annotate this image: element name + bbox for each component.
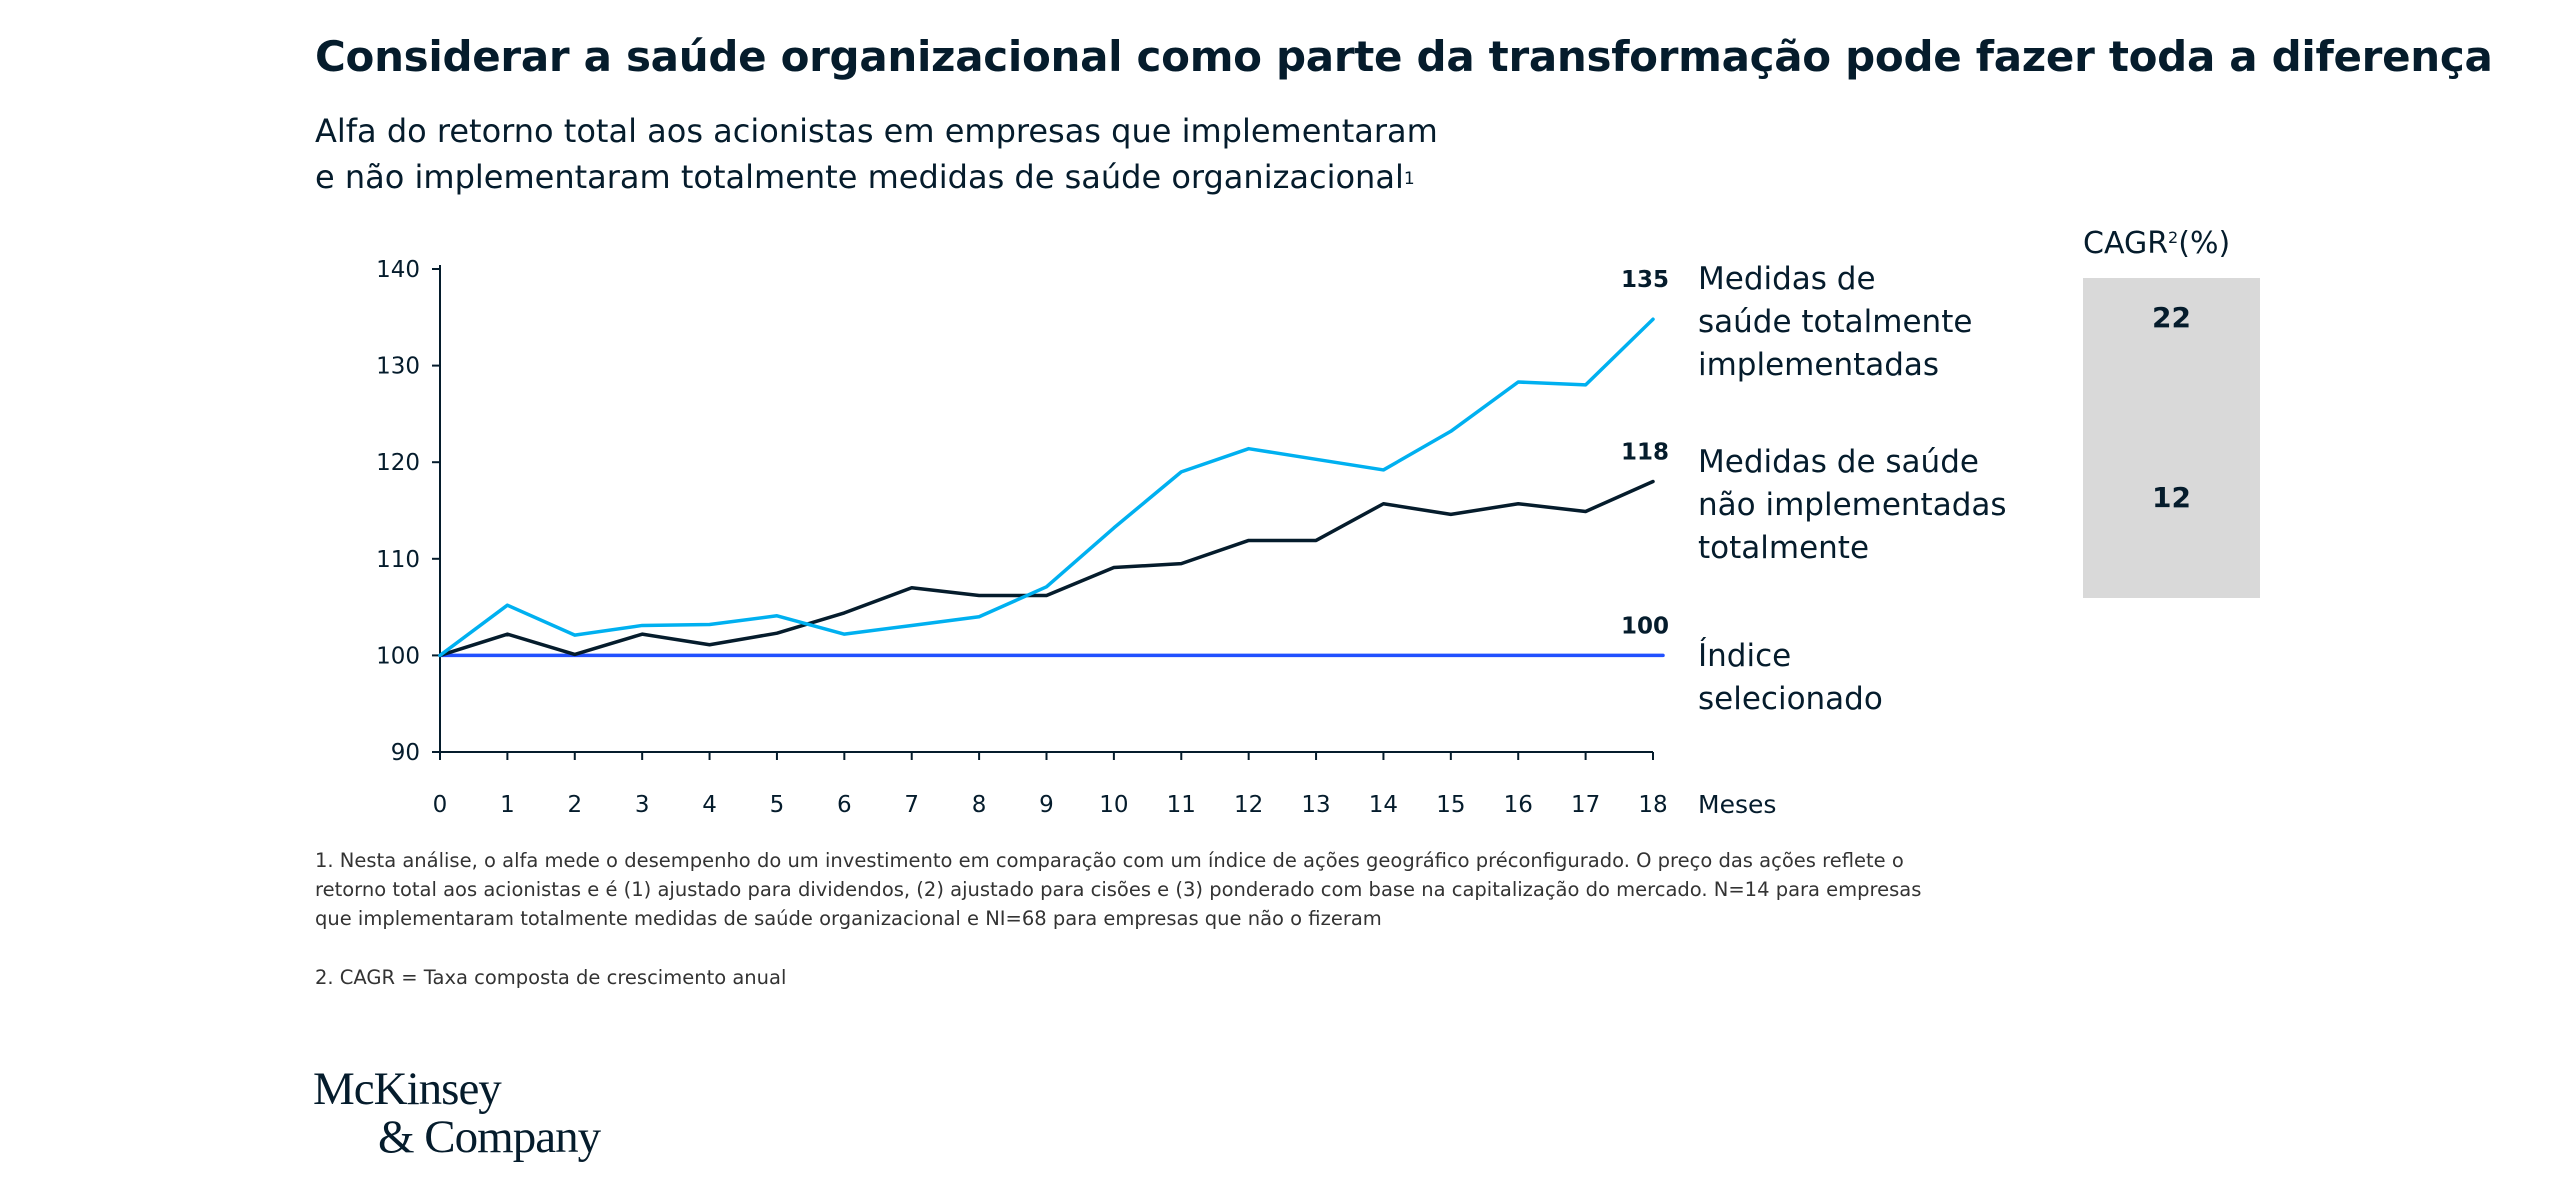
footnote-1: 1. Nesta análise, o alfa mede o desempen… — [315, 846, 1935, 933]
x-tick-label: 5 — [770, 792, 785, 818]
y-tick-label: 120 — [376, 450, 420, 476]
y-tick-label: 110 — [376, 547, 420, 573]
x-tick-label: 16 — [1504, 792, 1533, 818]
y-tick-label: 130 — [376, 354, 420, 380]
logo-line-2: & Company — [378, 1111, 601, 1163]
mckinsey-logo: McKinsey & Company — [313, 1063, 601, 1163]
x-tick-label: 4 — [702, 792, 717, 818]
x-tick-label: 13 — [1301, 792, 1330, 818]
chart-title: Considerar a saúde organizacional como p… — [315, 32, 2493, 81]
legend-partial-line-3: totalmente — [1698, 530, 1870, 566]
cagr-box — [2083, 278, 2260, 598]
cagr-header-text: CAGR — [2083, 226, 2169, 261]
x-tick-label: 0 — [433, 792, 448, 818]
chart-series — [438, 317, 1665, 658]
series-line-0 — [438, 317, 1655, 658]
x-tick-label: 3 — [635, 792, 650, 818]
x-tick-label: 17 — [1571, 792, 1600, 818]
cagr-header: CAGR2(%) — [2083, 226, 2230, 261]
chart-end-labels: 135 118 100 — [1621, 267, 1669, 639]
y-tick-label: 90 — [391, 740, 420, 766]
cagr-value-partial: 12 — [2152, 481, 2191, 514]
legend-full-implemented: Medidas de saúde totalmente implementada… — [1698, 258, 2038, 387]
legend-partial-line-2: não implementadas — [1698, 487, 2007, 523]
footnote-1-line-2: retorno total aos acionistas e é (1) aju… — [315, 878, 1922, 901]
x-tick-label: 6 — [837, 792, 852, 818]
logo-line-1: McKinsey — [313, 1063, 502, 1115]
y-tick-label: 100 — [376, 643, 420, 669]
subtitle-line-1: Alfa do retorno total aos acionistas em … — [315, 112, 1438, 150]
cagr-value-full: 22 — [2152, 301, 2191, 334]
end-label-0: 135 — [1621, 267, 1669, 293]
x-tick-label: 10 — [1099, 792, 1128, 818]
legend-partial-implemented: Medidas de saúde não implementadas total… — [1698, 441, 2038, 570]
subtitle-footnote-mark: 1 — [1403, 169, 1415, 189]
x-tick-label: 11 — [1167, 792, 1196, 818]
cagr-footnote-mark: 2 — [2168, 228, 2179, 247]
subtitle-line-2-text: e não implementaram totalmente medidas d… — [315, 158, 1404, 196]
end-label-2: 100 — [1621, 613, 1669, 639]
legend-index-line-1: Índice — [1698, 638, 1792, 674]
x-tick-label: 1 — [500, 792, 515, 818]
footnote-1-line-3: que implementaram totalmente medidas de … — [315, 907, 1382, 930]
series-line-1 — [438, 479, 1655, 658]
legend-full-line-2: saúde totalmente — [1698, 304, 1973, 340]
legend-full-line-3: implementadas — [1698, 347, 1940, 383]
x-tick-label: 14 — [1369, 792, 1398, 818]
legend-full-line-1: Medidas de — [1698, 261, 1876, 297]
x-axis-label: Meses — [1698, 790, 1776, 819]
legend-index: Índice selecionado — [1698, 635, 2038, 721]
x-tick-label: 8 — [972, 792, 987, 818]
x-tick-label: 12 — [1234, 792, 1263, 818]
y-tick-label: 140 — [376, 257, 420, 283]
cagr-header-unit: (%) — [2178, 226, 2231, 261]
subtitle-line-2: e não implementaram totalmente medidas d… — [315, 154, 1515, 200]
footnote-1-line-1: 1. Nesta análise, o alfa mede o desempen… — [315, 849, 1904, 872]
x-tick-label: 7 — [904, 792, 919, 818]
end-label-1: 118 — [1621, 440, 1669, 466]
x-tick-label: 2 — [567, 792, 582, 818]
legend-index-line-2: selecionado — [1698, 681, 1883, 717]
footnote-2: 2. CAGR = Taxa composta de crescimento a… — [315, 966, 787, 989]
x-tick-label: 9 — [1039, 792, 1054, 818]
chart-subtitle: Alfa do retorno total aos acionistas em … — [315, 108, 1515, 200]
legend-partial-line-1: Medidas de saúde — [1698, 444, 1979, 480]
x-tick-label: 15 — [1436, 792, 1465, 818]
x-tick-label: 18 — [1638, 792, 1667, 818]
